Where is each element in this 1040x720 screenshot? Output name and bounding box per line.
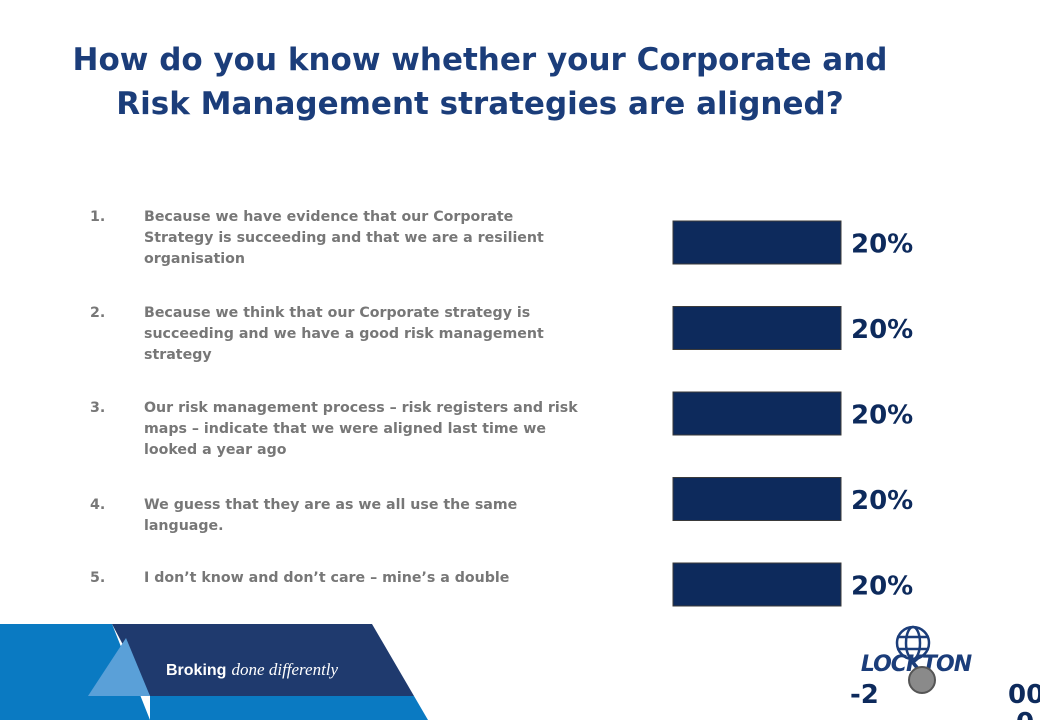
footer-light-triangle: [88, 638, 150, 696]
results-bar-chart: 20% 20% 20% 20% 20%: [660, 205, 960, 615]
option-number: 1.: [90, 209, 106, 225]
footer-navy-band: [112, 624, 414, 696]
footer-shapes: [0, 624, 428, 720]
option-text: Because we think that our Corporate stra…: [144, 305, 544, 363]
option-text: I don’t know and don’t care – mine’s a d…: [144, 570, 510, 586]
answer-option: 1. Because we have evidence that our Cor…: [90, 207, 590, 270]
bar-1: [672, 220, 842, 265]
bar-value-label: 20%: [851, 230, 913, 260]
option-number: 5.: [90, 570, 106, 586]
bar-4: [672, 477, 842, 521]
answer-option: 2. Because we think that our Corporate s…: [90, 303, 590, 366]
option-text: Because we have evidence that our Corpor…: [144, 209, 544, 267]
answer-option: 3. Our risk management process – risk re…: [90, 398, 590, 461]
footer-band: [0, 624, 430, 720]
bar-value-label: 20%: [851, 486, 913, 516]
bar-value-label: 20%: [851, 315, 913, 345]
tagline-strong: Broking: [166, 662, 227, 679]
answer-option: 5. I don’t know and don’t care – mine’s …: [90, 568, 590, 589]
chart-canvas: 20% 20% 20% 20% 20%: [672, 220, 913, 607]
globe-icon: [895, 625, 931, 661]
bar-2: [672, 306, 842, 350]
footer-blue-bottom: [150, 696, 428, 720]
tagline-italic: done differently: [231, 660, 339, 679]
bar-5: [672, 562, 842, 607]
option-number: 4.: [90, 497, 106, 513]
bar-value-label: 20%: [851, 572, 913, 602]
answer-option: 4. We guess that they are as we all use …: [90, 495, 590, 537]
option-number: 3.: [90, 400, 106, 416]
option-number: 2.: [90, 305, 106, 321]
option-text: We guess that they are as we all use the…: [144, 497, 518, 534]
navigation-dot[interactable]: [908, 666, 936, 694]
page-number-right-cut: 0: [1016, 708, 1034, 720]
page-number-left: -2: [850, 680, 879, 710]
page-number-right: 00: [1008, 680, 1040, 710]
bar-3: [672, 391, 842, 436]
tagline: Broking done differently: [166, 659, 338, 682]
option-text: Our risk management process – risk regis…: [144, 400, 578, 458]
bar-value-label: 20%: [851, 401, 913, 431]
slide-title: How do you know whether your Corporate a…: [72, 42, 888, 122]
lockton-logo: [852, 624, 982, 686]
